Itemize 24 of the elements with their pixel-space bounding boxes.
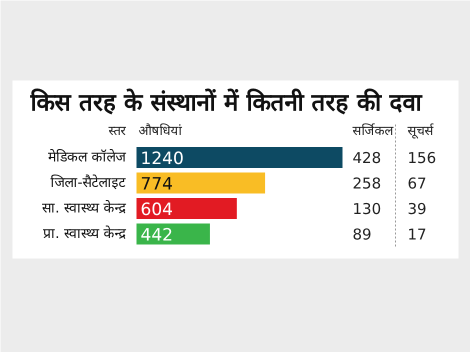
chart-title: किस तरह के संस्थानों में कितनी तरह की दवा xyxy=(30,88,422,116)
text: 428 xyxy=(352,149,382,167)
y-axis-title: स्तर xyxy=(108,124,126,139)
text: सूचर्स xyxy=(408,123,434,139)
text: 39 xyxy=(408,200,427,218)
bar xyxy=(136,147,342,168)
data-label: 604 xyxy=(140,200,173,220)
text: 258 xyxy=(352,174,382,192)
text: सर्जिकल xyxy=(352,123,394,139)
data-label: 1240 xyxy=(140,149,184,169)
data-label: 442 xyxy=(140,226,173,246)
text: 17 xyxy=(408,226,427,244)
bar xyxy=(136,172,266,194)
y-tick-label: जिला-सैटेलाइट xyxy=(50,174,126,191)
text: 156 xyxy=(408,149,436,167)
data-label: 774 xyxy=(140,174,173,194)
y-tick-label: मेडिकल कॉलेज xyxy=(48,148,126,166)
text: 130 xyxy=(352,200,382,218)
y-tick-label: प्रा. स्वास्थ्य केन्द्र xyxy=(43,225,126,242)
x-axis-title: औषधियां xyxy=(138,123,182,139)
text: 67 xyxy=(408,174,427,192)
text: 89 xyxy=(352,226,372,244)
bar xyxy=(136,198,237,219)
y-tick-label: सा. स्वास्थ्य केन्द्र xyxy=(42,200,126,216)
